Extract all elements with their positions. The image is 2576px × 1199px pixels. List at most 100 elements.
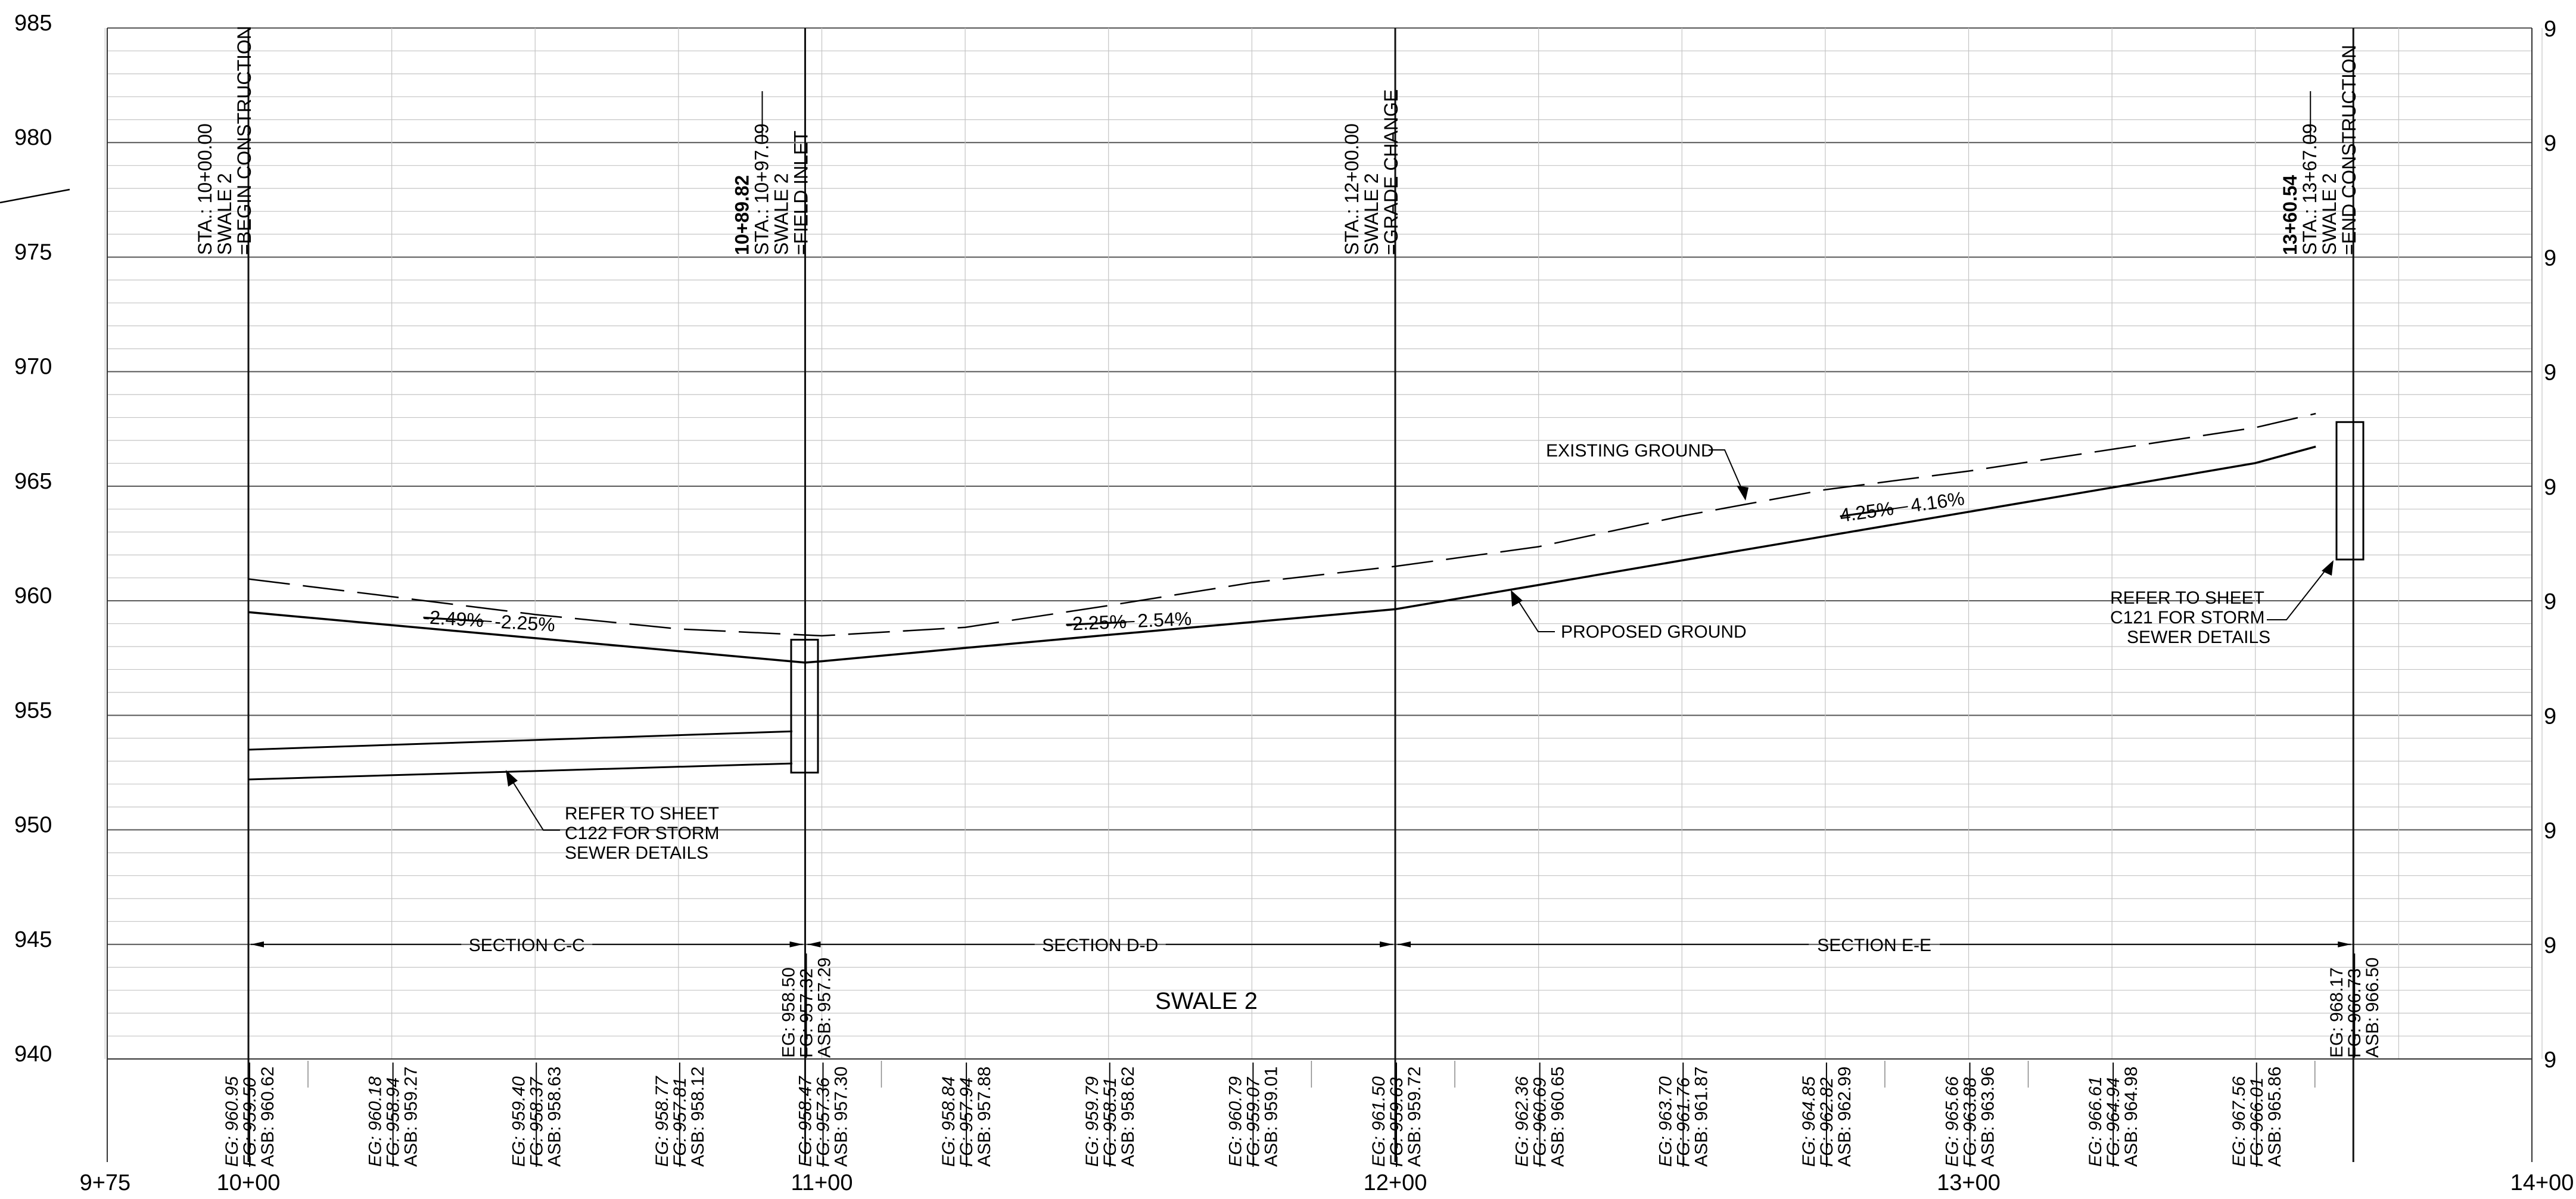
eg-value: EG: 965.66: [1943, 1076, 1962, 1167]
asb-value: ASB: 958.12: [688, 1067, 708, 1167]
eg-value: EG: 968.17: [2327, 967, 2347, 1058]
asb-value: ASB: 957.88: [975, 1067, 994, 1167]
elevation-grid: [0, 27, 2543, 1162]
storm-sewer-pipes: [248, 421, 2365, 781]
eg-value: EG: 958.77: [652, 1076, 672, 1167]
asb-value: ASB: 966.50: [2363, 958, 2382, 1058]
elevation-label-right: 9: [2544, 475, 2556, 500]
station-note: SWALE 2: [1361, 173, 1382, 255]
elevation-label-right: 9: [2544, 17, 2556, 42]
station-note: 13+60.54: [2279, 175, 2301, 255]
eg-value: EG: 958.47: [796, 1076, 816, 1167]
dimension-arrow: [789, 941, 803, 948]
elevation-label-right: 9: [2544, 1048, 2556, 1073]
elevation-label-right: 9: [2544, 819, 2556, 844]
end-structure-box: [2335, 421, 2365, 561]
ground-profiles: [248, 412, 2316, 664]
refer-c121-note: C121 FOR STORM: [2110, 608, 2265, 628]
slope-new: 4.16%: [1909, 487, 1966, 516]
refer-c121-note: REFER TO SHEET: [2110, 588, 2264, 608]
station-note: =GRADE CHANGE: [1380, 89, 1402, 255]
elevation-label: 945: [14, 927, 52, 952]
elevation-label-right: 9: [2544, 131, 2556, 156]
station-note: STA.: 10+97.09: [751, 123, 772, 255]
asb-value: ASB: 960.62: [258, 1067, 278, 1167]
station-note: STA.: 10+00.00: [194, 123, 216, 255]
refer-c121-note: SEWER DETAILS: [2127, 628, 2270, 647]
eg-value: EG: 967.56: [2229, 1076, 2249, 1167]
leader-arrow: [1511, 590, 1523, 607]
eg-value: EG: 963.70: [1656, 1076, 1675, 1167]
station-note: SWALE 2: [214, 173, 235, 255]
elevation-label-right: 9: [2544, 589, 2556, 614]
station-label: 13+00: [1937, 1170, 2001, 1195]
asb-value: ASB: 960.65: [1548, 1067, 1568, 1167]
dimension-arrow: [1380, 941, 1393, 948]
station-label: 9+75: [80, 1170, 131, 1195]
section-dimensions: SECTION C-C SECTION D-D SECTION E-E: [251, 936, 2351, 955]
swale-title: SWALE 2: [1155, 988, 1258, 1014]
slope-label: -2.49% -2.25%: [423, 606, 556, 635]
asb-value: ASB: 959.27: [402, 1067, 421, 1167]
asb-value: ASB: 964.98: [2121, 1067, 2141, 1167]
elevation-axis-labels: 985 9 980 9 975 9 970 9 965 9 960 9 955 9 950 9 945 9 940 9: [14, 11, 2556, 1073]
slope-new: 2.54%: [1137, 608, 1192, 632]
elevation-label: 950: [14, 813, 52, 838]
eg-value: EG: 960.18: [366, 1076, 385, 1167]
asb-value: ASB: 963.96: [1978, 1067, 1998, 1167]
asb-value: ASB: 962.99: [1835, 1067, 1855, 1167]
asb-value: ASB: 958.62: [1118, 1067, 1138, 1167]
eg-value: EG: 958.84: [939, 1076, 959, 1167]
elevation-label: 960: [14, 583, 52, 608]
pipe-top: [248, 730, 793, 751]
refer-c122-note: C122 FOR STORM: [565, 824, 720, 843]
existing-ground-label: EXISTING GROUND: [1546, 441, 1714, 461]
slope-new: -2.25%: [494, 610, 555, 635]
station-note: STA.: 12+00.00: [1341, 123, 1362, 255]
slope-old: 4.25%: [1838, 498, 1895, 526]
elevation-label-right: 9: [2544, 361, 2556, 386]
pipe-bottom: [248, 762, 793, 781]
asb-value: ASB: 959.01: [1261, 1067, 1281, 1167]
elevation-label: 965: [14, 469, 52, 494]
elevation-label: 980: [14, 125, 52, 150]
eg-value: EG: 960.95: [222, 1076, 242, 1167]
dimension-arrow: [251, 941, 264, 948]
existing-ground-line: [248, 412, 2316, 637]
slope-labels: -2.49% -2.25% -2.25% 2.54% 4.25% 4.16%: [423, 487, 1966, 636]
station-label: 10+00: [217, 1170, 281, 1195]
eg-value: EG: 966.61: [2086, 1076, 2105, 1167]
station-note: 10+89.82: [731, 175, 752, 255]
elevation-label: 955: [14, 698, 52, 723]
eg-value: EG: 958.50: [779, 967, 798, 1058]
dimension-arrow: [1398, 941, 1411, 948]
slope-old: -2.49%: [423, 606, 484, 631]
refer-c122-note: REFER TO SHEET: [565, 804, 719, 824]
station-note: =FIELD INLET: [790, 131, 811, 255]
station-label: 14+00: [2510, 1170, 2574, 1195]
section-label: SECTION E-E: [1817, 936, 1931, 955]
station-note: SWALE 2: [770, 173, 792, 255]
eg-value: EG: 959.79: [1082, 1076, 1102, 1167]
station-note: SWALE 2: [2319, 173, 2340, 255]
dimension-arrow: [807, 941, 821, 948]
station-axis-labels: 9+75 10+00 11+00 12+00 13+00 14+00: [80, 1170, 2574, 1195]
elevation-label: 985: [14, 11, 52, 36]
station-note: STA.: 13+67.09: [2299, 123, 2320, 255]
station-note: =END CONSTRUCTION: [2338, 45, 2360, 255]
leader-line: [1709, 449, 1746, 498]
eg-value: EG: 960.79: [1225, 1076, 1245, 1167]
proposed-ground-line: [248, 445, 2316, 664]
field-inlet-box: [790, 638, 819, 774]
elevation-label: 940: [14, 1042, 52, 1067]
elevation-label-right: 9: [2544, 933, 2556, 958]
asb-value: ASB: 961.87: [1691, 1067, 1711, 1167]
callouts: EXISTING GROUND PROPOSED GROUND REFER TO S…: [506, 441, 2334, 863]
proposed-ground-label: PROPOSED GROUND: [1561, 622, 1747, 642]
asb-value: ASB: 965.86: [2265, 1067, 2285, 1167]
slope-strike: [1066, 620, 1135, 626]
leader-arrow: [2322, 560, 2334, 576]
slope-label: 4.25% 4.16%: [1838, 487, 1966, 526]
